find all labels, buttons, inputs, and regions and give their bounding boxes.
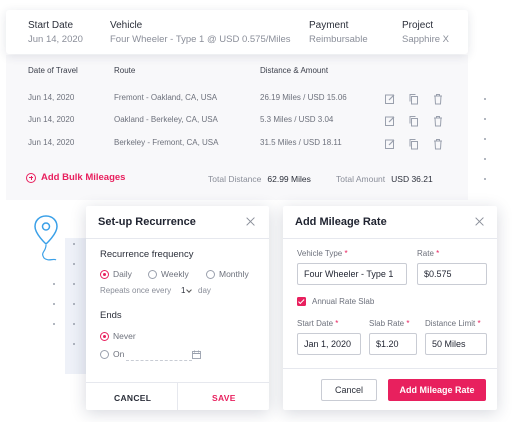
add-mileage-rate-button[interactable]: Add Mileage Rate xyxy=(388,379,486,401)
edit-icon[interactable] xyxy=(384,114,396,126)
divider xyxy=(86,238,269,239)
trash-icon[interactable] xyxy=(432,137,444,150)
total-distance-label: Total Distance xyxy=(208,174,262,184)
row-amount: 26.19 Miles / USD 15.06 xyxy=(260,93,347,102)
frequency-label: Recurrence frequency xyxy=(100,249,194,260)
table-row[interactable]: Jun 14, 2020 Oakland - Berkeley, CA, USA… xyxy=(14,110,454,132)
payment-label: Payment xyxy=(309,20,349,31)
row-amount: 31.5 Miles / USD 18.11 xyxy=(260,138,342,147)
cancel-button[interactable]: Cancel xyxy=(321,379,377,401)
close-icon[interactable] xyxy=(475,217,484,226)
divider xyxy=(283,368,497,369)
divider xyxy=(177,382,178,410)
distance-limit-field[interactable]: 50 Miles xyxy=(425,333,487,355)
distance-limit-label: Distance Limit * xyxy=(425,319,481,328)
trash-icon[interactable] xyxy=(432,92,444,105)
copy-icon[interactable] xyxy=(408,114,420,127)
rate-field[interactable]: $0.575 xyxy=(417,263,487,285)
radio-selected-icon xyxy=(100,269,109,279)
row-date: Jun 14, 2020 xyxy=(28,115,75,124)
frequency-weekly-radio[interactable]: Weekly xyxy=(148,269,189,279)
total-amount: Total Amount USD 36.21 xyxy=(336,174,433,184)
column-header-route: Route xyxy=(114,66,136,75)
start-date-block: Start Date Jun 14, 2020 xyxy=(28,20,83,45)
payment-value: Reimbursable xyxy=(309,34,368,45)
table-row[interactable]: Jun 14, 2020 Berkeley - Fremont, CA, USA… xyxy=(14,133,454,155)
save-button[interactable]: SAVE xyxy=(212,393,236,403)
annual-rate-slab-label: Annual Rate Slab xyxy=(312,297,375,306)
divider xyxy=(283,238,497,239)
chevron-down-icon xyxy=(186,286,193,293)
row-date: Jun 14, 2020 xyxy=(28,138,75,147)
repeats-count-select[interactable]: 1 xyxy=(181,286,193,295)
close-icon[interactable] xyxy=(246,217,255,226)
checkbox-checked-icon xyxy=(297,297,306,306)
frequency-daily-radio[interactable]: Daily xyxy=(100,269,132,279)
radio-label: Weekly xyxy=(161,269,189,279)
row-amount: 5.3 Miles / USD 3.04 xyxy=(260,115,334,124)
recurrence-modal: Set-up Recurrence Recurrence frequency D… xyxy=(86,206,269,410)
repeats-prefix: Repeats once every xyxy=(100,286,172,295)
mileage-rate-title: Add Mileage Rate xyxy=(295,216,387,228)
project-label: Project xyxy=(402,20,434,31)
frequency-monthly-radio[interactable]: Monthly xyxy=(206,269,249,279)
row-date: Jun 14, 2020 xyxy=(28,93,75,102)
rate-label: Rate * xyxy=(417,249,440,258)
trip-summary-card: Start Date Jun 14, 2020 Vehicle Four Whe… xyxy=(6,10,468,54)
table-row[interactable]: Jun 14, 2020 Fremont - Oakland, CA, USA … xyxy=(14,88,454,110)
radio-icon xyxy=(148,269,157,279)
radio-label: Monthly xyxy=(219,269,249,279)
copy-icon[interactable] xyxy=(408,92,420,105)
add-bulk-label: Add Bulk Mileages xyxy=(41,172,126,183)
location-pin-icon xyxy=(34,215,58,261)
total-distance-value: 62.99 Miles xyxy=(267,174,311,184)
vehicle-type-label: Vehicle Type * xyxy=(297,249,348,258)
ends-label: Ends xyxy=(100,310,122,321)
vehicle-type-field[interactable]: Four Wheeler - Type 1 xyxy=(297,263,407,285)
add-bulk-mileages-button[interactable]: Add Bulk Mileages xyxy=(26,172,125,183)
recurrence-title: Set-up Recurrence xyxy=(98,216,196,228)
row-route: Oakland - Berkeley, CA, USA xyxy=(114,115,218,124)
slab-rate-label: Slab Rate * xyxy=(369,319,410,328)
radio-label: Never xyxy=(113,331,136,341)
annual-rate-slab-checkbox[interactable]: Annual Rate Slab xyxy=(297,297,374,306)
project-block: Project Sapphire X xyxy=(402,20,449,45)
repeats-count-value: 1 xyxy=(181,286,186,295)
total-amount-value: USD 36.21 xyxy=(391,174,433,184)
total-amount-label: Total Amount xyxy=(336,174,386,184)
radio-icon xyxy=(206,269,215,279)
project-value: Sapphire X xyxy=(402,34,450,45)
radio-label: Daily xyxy=(113,269,132,279)
vehicle-block: Vehicle Four Wheeler - Type 1 @ USD 0.57… xyxy=(110,20,291,45)
mileage-list-panel xyxy=(6,55,468,200)
slab-start-date-field[interactable]: Jan 1, 2020 xyxy=(297,333,361,355)
ends-never-radio[interactable]: Never xyxy=(100,331,136,341)
column-header-date: Date of Travel xyxy=(28,66,78,75)
slab-rate-field[interactable]: $1.20 xyxy=(369,333,417,355)
column-header-distance: Distance & Amount xyxy=(260,66,329,75)
plus-circle-icon xyxy=(26,172,36,183)
end-date-input[interactable] xyxy=(126,360,192,361)
edit-icon[interactable] xyxy=(384,137,396,149)
total-distance: Total Distance 62.99 Miles xyxy=(208,174,311,184)
radio-selected-icon xyxy=(100,331,109,341)
vehicle-label: Vehicle xyxy=(110,20,143,31)
copy-icon[interactable] xyxy=(408,137,420,150)
calendar-icon[interactable] xyxy=(192,350,201,359)
cancel-button[interactable]: CANCEL xyxy=(114,393,152,403)
payment-block: Payment Reimbursable xyxy=(309,20,368,45)
ends-on-radio[interactable]: On xyxy=(100,349,124,359)
mileage-rate-modal: Add Mileage Rate Vehicle Type * Four Whe… xyxy=(283,206,497,410)
slab-start-date-label: Start Date * xyxy=(297,319,339,328)
vehicle-value: Four Wheeler - Type 1 @ USD 0.575/Miles xyxy=(110,34,291,45)
trash-icon[interactable] xyxy=(432,114,444,127)
row-route: Berkeley - Fremont, CA, USA xyxy=(114,138,219,147)
row-route: Fremont - Oakland, CA, USA xyxy=(114,93,218,102)
edit-icon[interactable] xyxy=(384,92,396,104)
start-date-value: Jun 14, 2020 xyxy=(28,34,83,45)
radio-icon xyxy=(100,349,109,359)
repeats-suffix: day xyxy=(198,286,211,295)
radio-label: On xyxy=(113,349,125,359)
start-date-label: Start Date xyxy=(28,20,74,31)
